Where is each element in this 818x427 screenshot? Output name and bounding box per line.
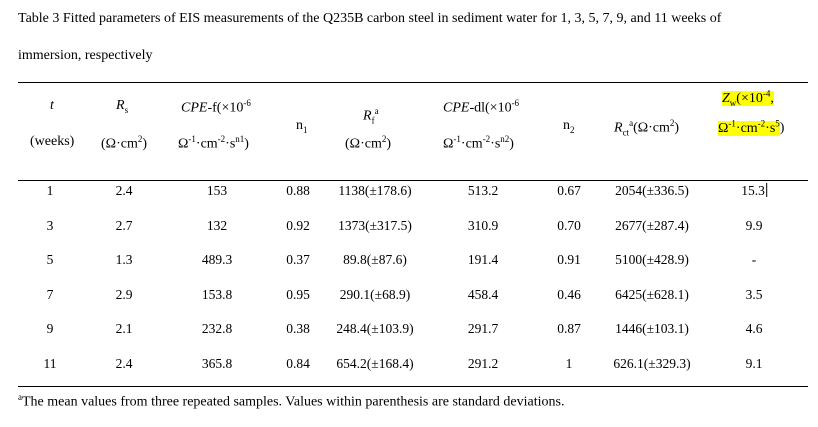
cell-rf: 89.8(±87.6) [343,252,407,267]
cell-t: 5 [46,252,54,267]
cell-rs: 2.1 [115,321,133,336]
cell-n1: 0.88 [286,183,310,198]
cell-zw: - [751,252,757,267]
cell-rf: 290.1(±68.9) [339,287,411,302]
cell-n2: 0.70 [557,218,581,233]
cell-rs: 2.4 [115,183,133,198]
cell-cpedl: 458.4 [467,287,499,302]
bottom-rule [18,386,808,387]
cell-rs: 2.4 [115,356,133,371]
table-caption-line2: immersion, respectively [18,48,153,63]
cell-zw: 9.9 [745,218,763,233]
cell-n2: 0.87 [557,321,581,336]
cell-rct: 1446(±103.1) [615,321,689,336]
cell-rct: 5100(±428.9) [615,252,689,267]
cell-cpedl: 310.9 [467,218,499,233]
cell-rf: 654.2(±168.4) [336,356,414,371]
cell-n1: 0.38 [286,321,310,336]
header-zw: Zw(×10-4, [722,88,774,108]
table-footnote: aThe mean values from three repeated sam… [18,392,565,410]
cell-n2: 1 [565,356,573,371]
cell-cpef: 489.3 [201,252,233,267]
cell-zw: 15.3 [741,183,767,198]
cell-cpef: 232.8 [201,321,233,336]
cell-rs: 2.9 [115,287,133,302]
cell-cpedl: 291.2 [467,356,499,371]
cell-rct: 2054(±336.5) [615,183,689,198]
cell-n1: 0.84 [286,356,310,371]
text-cursor [765,183,767,197]
header-rs: Rs [116,98,129,115]
cell-cpedl: 191.4 [467,252,499,267]
cell-t: 1 [46,183,54,198]
header-rule [18,180,808,181]
cell-t: 3 [46,218,54,233]
header-cpe-dl: CPE-dl(×10-6 [443,98,520,116]
header-n1: n1 [296,118,308,135]
header-t: t [50,98,54,113]
header-cpe-dl-unit: Ω-1·cm-2·sn2) [443,134,514,152]
header-zw-unit: Ω-1·cm-2·s5) [718,118,785,136]
cell-rs: 1.3 [115,252,133,267]
cell-zw: 3.5 [745,287,763,302]
cell-rct: 6425(±628.1) [615,287,689,302]
cell-rct: 2677(±287.4) [615,218,689,233]
header-rct: Rcta(Ω·cm2) [614,118,680,138]
cell-cpef: 153.8 [201,287,233,302]
cell-cpedl: 291.7 [467,321,499,336]
table-caption-line1: Table 3 Fitted parameters of EIS measure… [18,11,722,26]
cell-n2: 0.91 [557,252,581,267]
header-weeks: (weeks) [30,134,75,149]
cell-cpef: 365.8 [201,356,233,371]
header-rf: Rfa [363,106,379,126]
cell-n2: 0.67 [557,183,581,198]
cell-zw: 4.6 [745,321,763,336]
cell-cpedl: 513.2 [467,183,499,198]
cell-cpef: 132 [206,218,228,233]
cell-zw: 9.1 [745,356,763,371]
cell-n2: 0.46 [557,287,581,302]
header-rs-unit: (Ω·cm2) [101,134,148,152]
cell-t: 9 [46,321,54,336]
top-rule [18,82,808,83]
header-cpe-f-unit: Ω-1·cm-2·sn1) [178,134,249,152]
cell-t: 7 [46,287,54,302]
header-cpe-f: CPE-f(×10-6 [181,98,251,116]
cell-rs: 2.7 [115,218,133,233]
cell-t: 11 [43,356,57,371]
cell-cpef: 153 [206,183,228,198]
cell-n1: 0.92 [286,218,310,233]
cell-n1: 0.95 [286,287,310,302]
cell-rf: 1138(±178.6) [338,183,412,198]
cell-n1: 0.37 [286,252,310,267]
cell-rf: 248.4(±103.9) [336,321,414,336]
cell-rct: 626.1(±329.3) [613,356,691,371]
header-rf-unit: (Ω·cm2) [345,134,392,152]
cell-rf: 1373(±317.5) [338,218,412,233]
header-n2: n2 [563,118,575,135]
